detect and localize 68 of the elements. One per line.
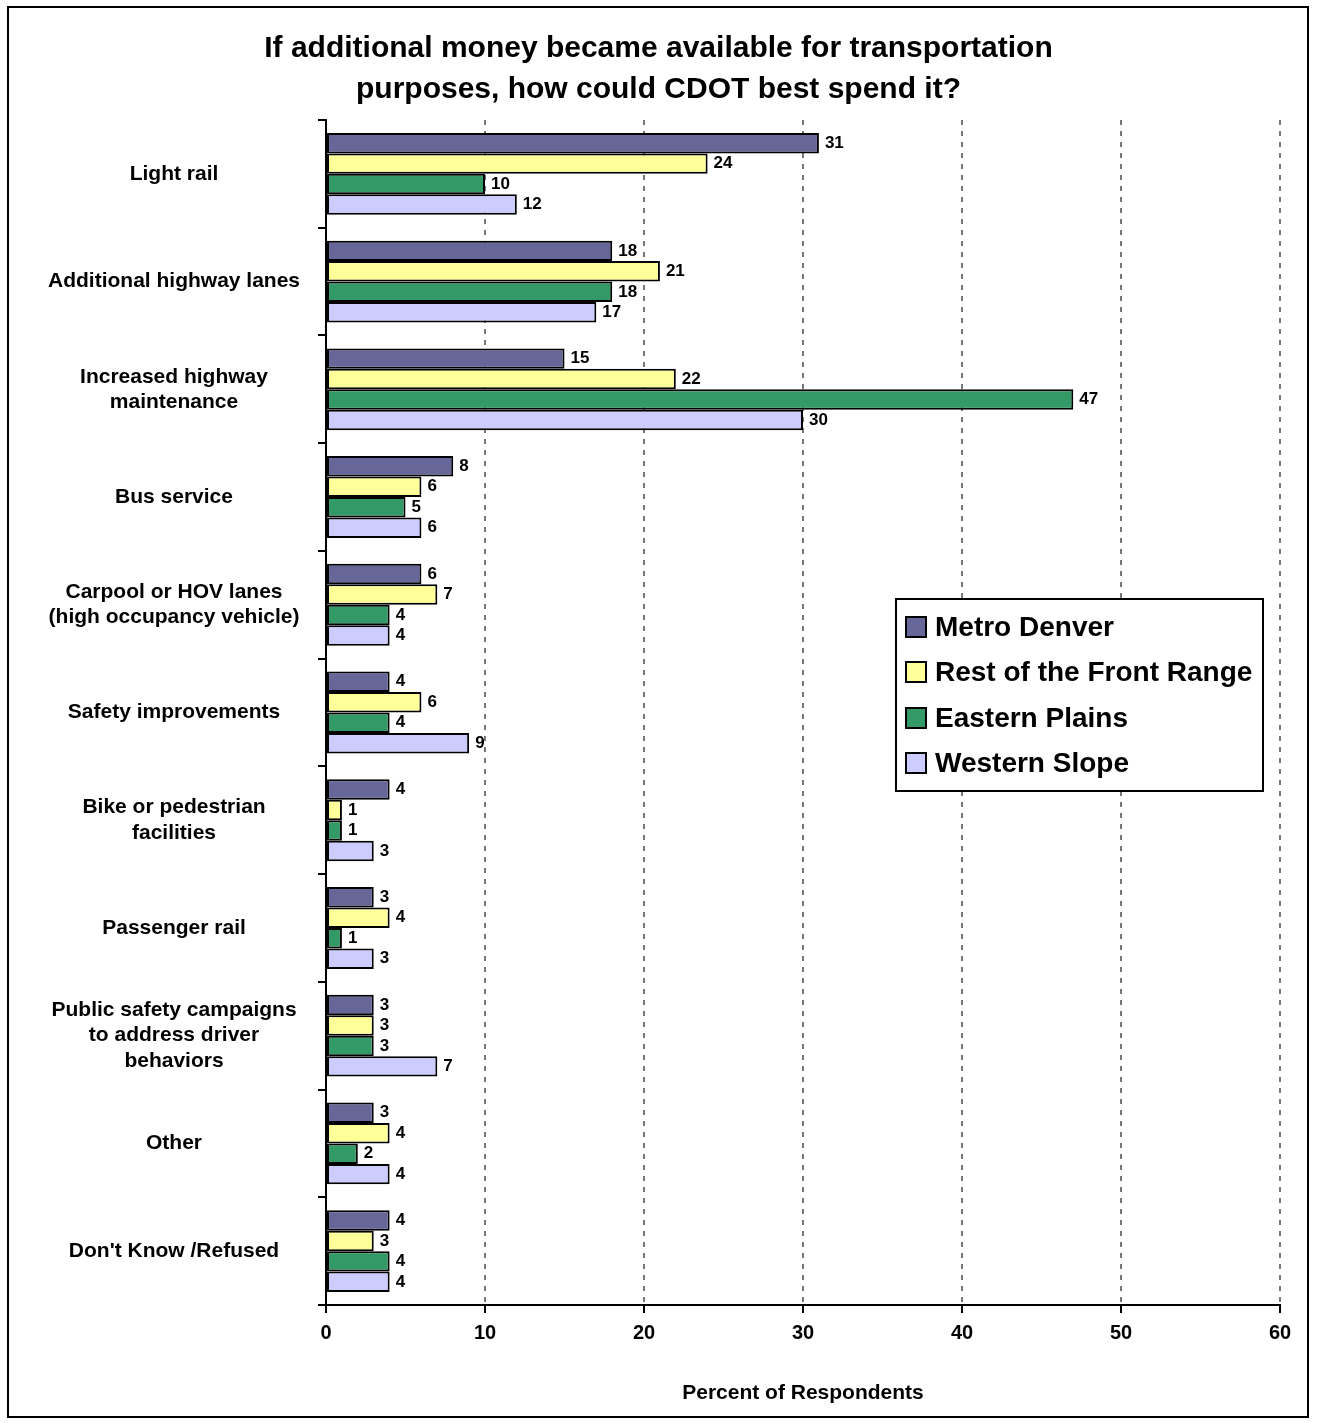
y-tick-label: Light rail [129,160,219,184]
x-tick-label: 40 [950,1320,974,1343]
y-tick-label: Bike or pedestrian facilities [82,794,266,843]
data-label: 3 [379,1015,390,1035]
data-label: 7 [443,1056,453,1076]
data-label: 31 [824,132,844,152]
data-label: 3 [379,886,390,906]
y-tick-label: Don't Know /Refused [68,1237,280,1261]
data-label: 4 [395,907,406,927]
data-label: 1 [347,927,358,947]
legend-label: Western Slope [934,746,1130,781]
y-tick-label: Additional highway lanes [48,268,301,292]
data-label: 17 [602,301,622,321]
data-label: 3 [379,948,390,968]
data-label: 4 [395,671,406,691]
x-tick-label: 60 [1268,1320,1292,1343]
data-label: 4 [395,712,406,732]
data-label: 1 [347,820,358,840]
data-label: 3 [379,994,390,1014]
data-label: 4 [395,779,406,799]
data-label: 7 [443,584,453,604]
chart-title: If additional money became available for transportation purposes, how could CDOT best spend it? [263,29,1054,106]
x-tick-label: 50 [1109,1320,1133,1343]
y-tick-label: Increased highway maintenance [80,363,269,412]
legend-label: Metro Denver [934,609,1115,644]
data-label: 12 [522,194,542,214]
x-tick-label: 0 [320,1320,332,1343]
x-tick-label: 20 [632,1320,656,1343]
data-label: 4 [395,1163,406,1183]
y-tick-label: Carpool or HOV lanes (high occupancy vehicle) [48,578,300,628]
y-tick-label: Public safety campaigns to address driver behaviors [51,997,297,1071]
y-tick-label: Passenger rail [102,914,246,938]
data-label: 18 [618,281,638,301]
data-label: 18 [618,240,638,260]
y-tick-label: Bus service [115,483,233,507]
data-label: 4 [395,604,406,624]
y-tick-label: Other [146,1130,203,1154]
x-axis-title: Percent of Respondents [681,1380,925,1404]
data-label: 4 [395,625,406,645]
data-label: 3 [379,1102,390,1122]
data-label: 6 [427,476,437,496]
x-tick-label: 10 [473,1320,497,1343]
data-label: 15 [570,348,590,368]
legend-label: Rest of the Front Range [934,655,1253,690]
data-label: 47 [1079,389,1099,409]
data-label: 3 [379,840,390,860]
data-label: 10 [491,173,510,193]
y-tick-label: Safety improvements [67,699,281,723]
data-label: 9 [475,732,485,752]
data-label: 2 [363,1143,374,1163]
data-label: 4 [395,1210,406,1230]
data-label: 4 [395,1251,406,1271]
data-label: 6 [427,691,437,711]
data-label: 3 [379,1230,390,1250]
data-label: 30 [809,409,828,429]
data-label: 4 [395,1271,406,1291]
legend-label: Eastern Plains [934,700,1129,735]
data-label: 6 [427,563,437,583]
data-label: 21 [665,261,685,281]
data-label: 24 [713,153,734,173]
x-tick-label: 30 [791,1320,815,1343]
data-label: 1 [347,799,358,819]
data-label: 8 [459,456,469,476]
data-label: 5 [411,496,421,516]
data-label: 3 [379,1035,390,1055]
data-label: 4 [395,1122,406,1142]
data-label: 22 [681,368,701,388]
data-label: 6 [427,517,437,537]
